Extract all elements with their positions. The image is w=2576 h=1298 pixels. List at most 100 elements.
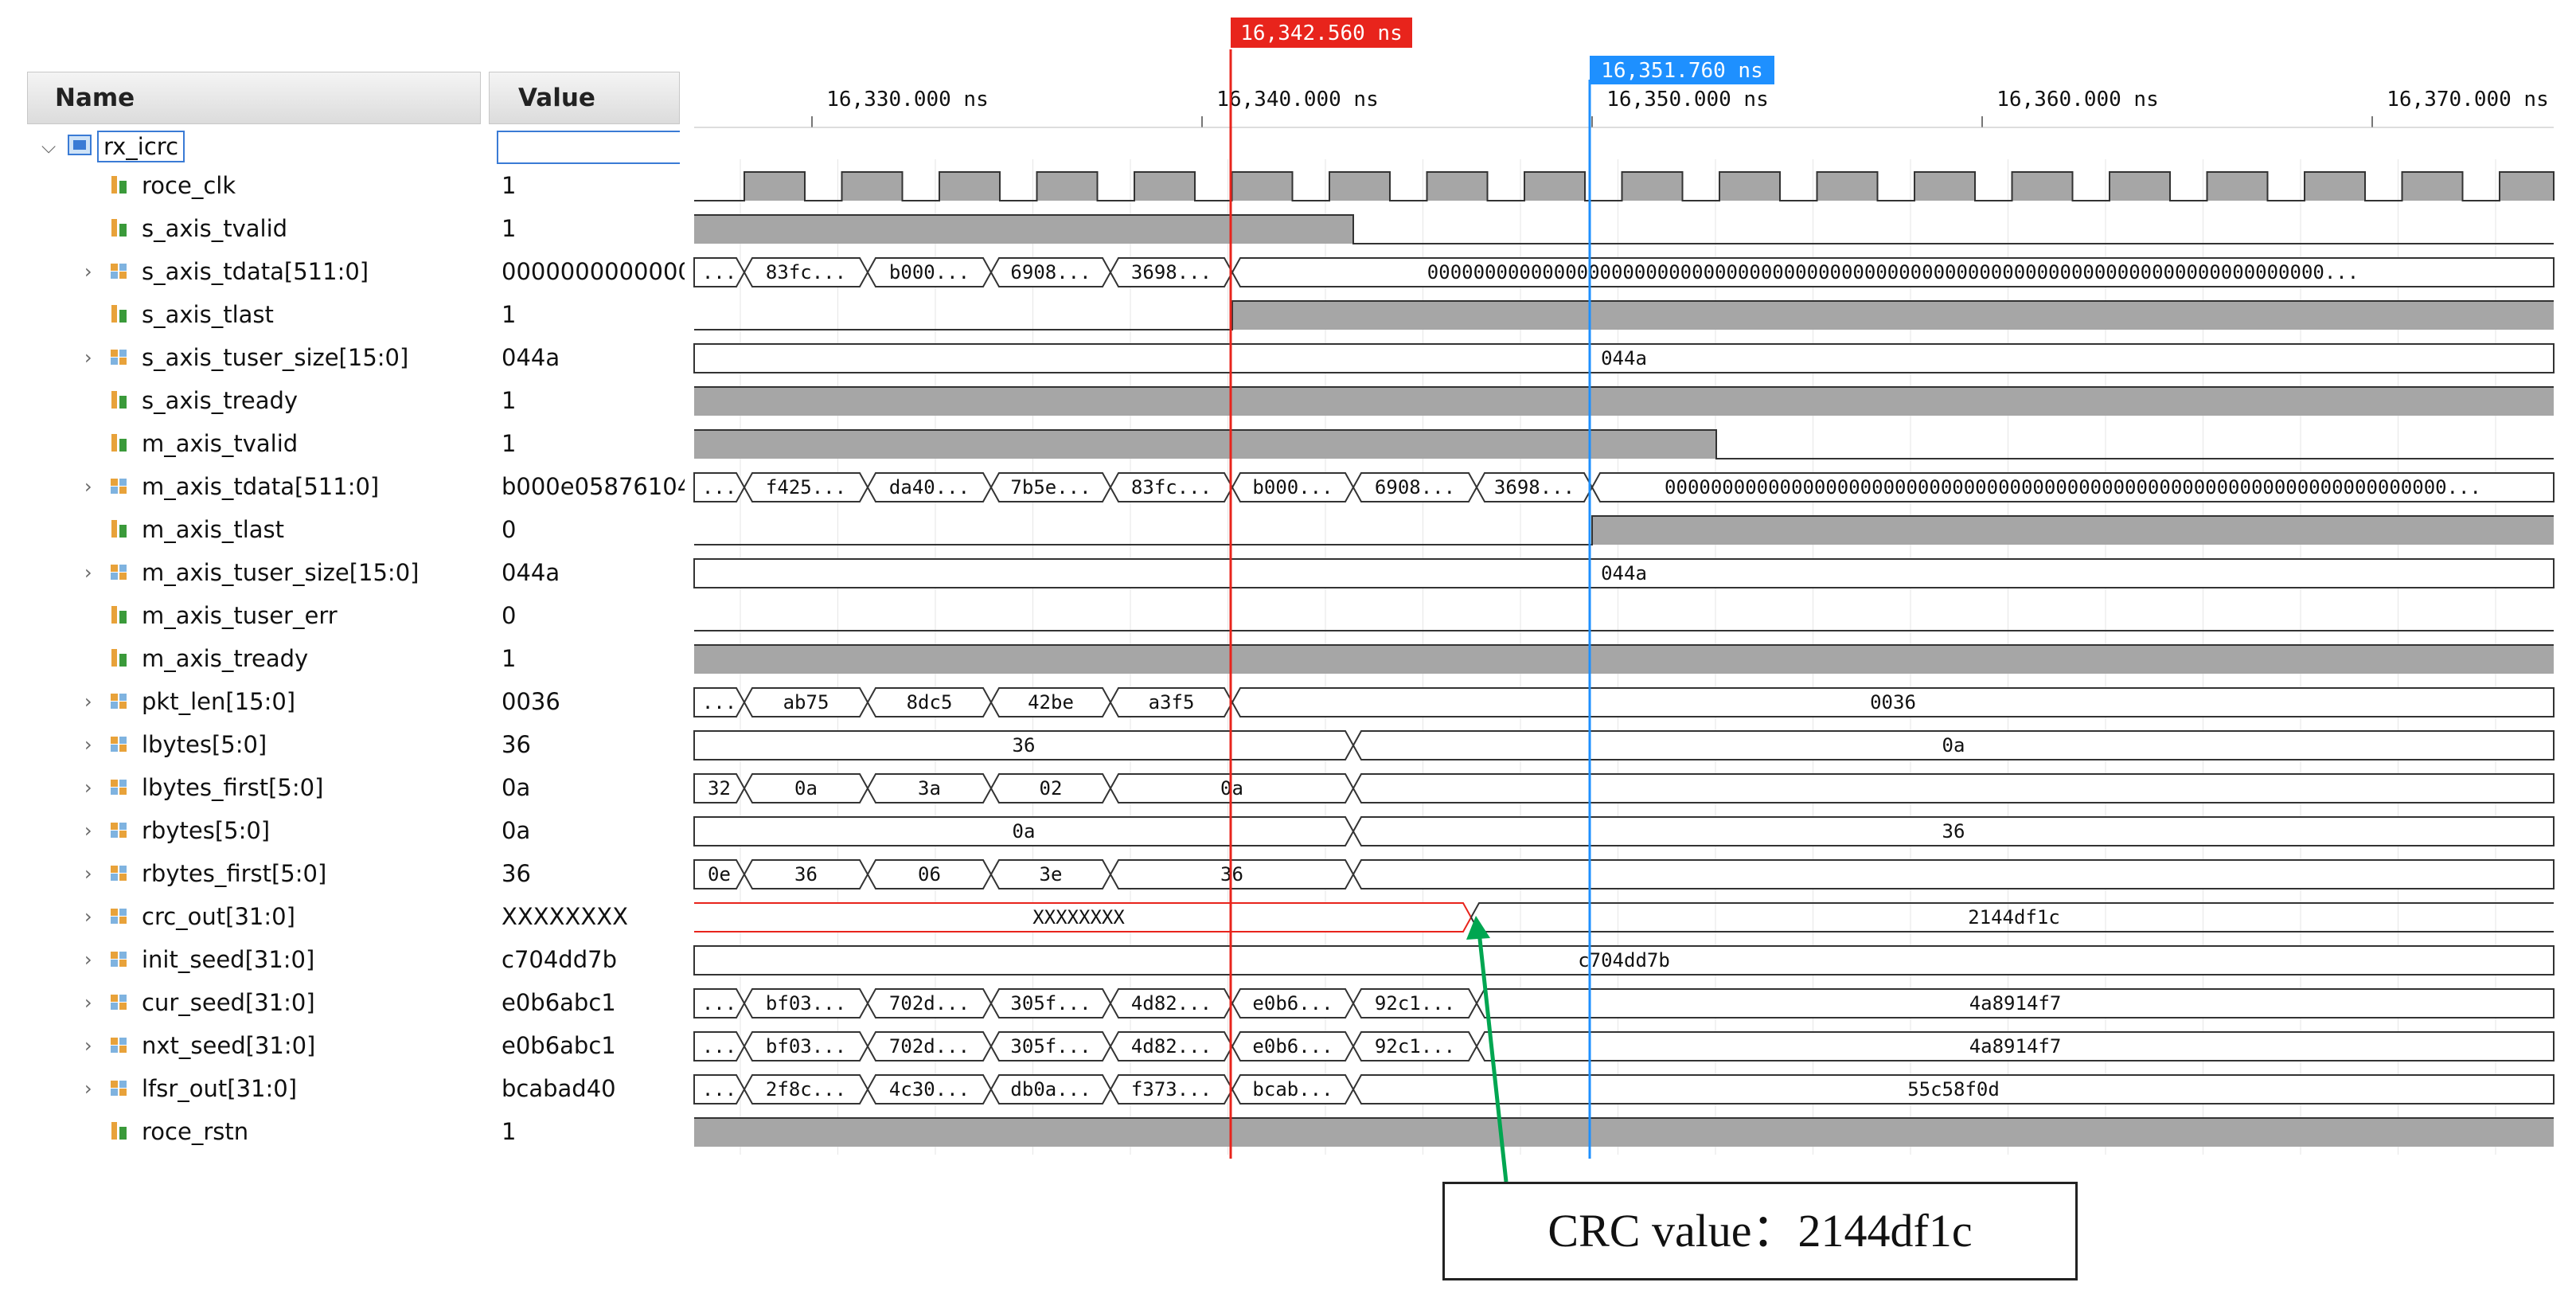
bus-segment (1352, 859, 2555, 889)
bus-value-label: 42be (1028, 691, 1074, 714)
chevron-right-icon[interactable]: › (84, 690, 92, 713)
chevron-right-icon[interactable]: › (84, 346, 92, 369)
signal-row[interactable]: › m_axis_tdata[511:0] b000e05876104 (0, 466, 693, 509)
bus-value-label: 0000000000000000000000000000000000000000… (1665, 476, 2481, 498)
bit-signal-icon (111, 391, 127, 409)
signal-value: 044a (502, 344, 560, 371)
bus-signal-icon (111, 995, 127, 1010)
signal-name: m_axis_tready (142, 645, 309, 672)
signal-name: m_axis_tuser_err (142, 602, 338, 629)
bus-value-label: 4c30... (889, 1078, 970, 1101)
bus-value-label: 702d... (889, 1035, 970, 1058)
signal-row[interactable]: › lfsr_out[31:0] bcabad40 (0, 1068, 693, 1111)
signal-row[interactable]: s_axis_tready 1 (0, 380, 693, 423)
signal-name: rbytes[5:0] (142, 817, 271, 844)
bit-high-fill (1232, 301, 2554, 330)
signal-row[interactable]: m_axis_tvalid 1 (0, 423, 693, 466)
signal-row[interactable]: m_axis_tuser_err 0 (0, 595, 693, 638)
name-header-label: Name (55, 84, 135, 112)
signal-value: 1 (502, 301, 517, 328)
bus-signal-icon (111, 565, 127, 580)
chevron-right-icon[interactable]: › (84, 819, 92, 842)
signal-name: lfsr_out[31:0] (142, 1075, 298, 1102)
signal-value: 36 (502, 860, 531, 887)
signal-name: pkt_len[15:0] (142, 688, 296, 715)
bus-value-label: 4a8914f7 (1969, 1035, 2062, 1058)
chevron-right-icon[interactable]: › (84, 260, 92, 283)
bus-segment (1352, 816, 2555, 846)
signal-row[interactable]: › cur_seed[31:0] e0b6abc1 (0, 982, 693, 1025)
chevron-right-icon[interactable]: › (84, 475, 92, 498)
signal-row[interactable]: s_axis_tlast 1 (0, 294, 693, 337)
chevron-right-icon[interactable]: › (84, 948, 92, 971)
signal-name: rbytes_first[5:0] (142, 860, 327, 887)
signal-row[interactable]: › lbytes_first[5:0] 0a (0, 767, 693, 810)
bus-value-label: 36 (1013, 734, 1036, 757)
signal-row[interactable]: › lbytes[5:0] 36 (0, 724, 693, 767)
clock-high-fill (2305, 172, 2365, 201)
time-tick-label: 16,330.000 ns (826, 88, 989, 111)
clock-high-fill (2110, 172, 2170, 201)
signal-row[interactable]: › crc_out[31:0] XXXXXXXX (0, 896, 693, 939)
signal-row[interactable]: › pkt_len[15:0] 0036 (0, 681, 693, 724)
time-tick-label: 16,350.000 ns (1606, 88, 1769, 111)
bus-value-label: e0b6... (1252, 1035, 1333, 1058)
bit-high-fill (694, 645, 2554, 674)
scope-label[interactable]: rx_icrc (97, 131, 185, 162)
signal-row[interactable]: s_axis_tvalid 1 (0, 208, 693, 251)
bus-value-label: 4a8914f7 (1969, 992, 2062, 1015)
signal-row[interactable]: › m_axis_tuser_size[15:0] 044a (0, 552, 693, 595)
signal-name: s_axis_tuser_size[15:0] (142, 344, 409, 371)
bus-segment (1352, 730, 2555, 760)
signal-row[interactable]: › rbytes[5:0] 0a (0, 810, 693, 853)
bus-value-label: 02 (1040, 777, 1063, 800)
clock-high-fill (2207, 172, 2268, 201)
bus-segment (1590, 472, 2555, 502)
signal-row[interactable]: roce_clk 1 (0, 165, 693, 208)
clock-high-fill (1036, 172, 1098, 201)
signal-row[interactable]: roce_rstn 1 (0, 1111, 693, 1154)
chevron-right-icon[interactable]: › (84, 991, 92, 1014)
bus-value-label: 92c1... (1375, 992, 1455, 1015)
bit-waveform (694, 429, 2554, 459)
chevron-right-icon[interactable]: › (84, 776, 92, 799)
signal-row[interactable]: › rbytes_first[5:0] 36 (0, 853, 693, 896)
red-cursor-time: 16,342.560 ns (1240, 22, 1403, 45)
bus-value-label: ab75 (783, 691, 829, 714)
signal-value: 1 (502, 430, 517, 457)
signal-row[interactable]: › init_seed[31:0] c704dd7b (0, 939, 693, 982)
bus-value-label: 6908... (1010, 261, 1091, 283)
chevron-right-icon[interactable]: › (84, 905, 92, 928)
chevron-right-icon[interactable]: › (84, 1034, 92, 1057)
chevron-right-icon[interactable]: › (84, 733, 92, 756)
value-header-label: Value (518, 84, 595, 112)
clock-high-fill (1329, 172, 1390, 201)
bus-value-label: 32 (708, 777, 731, 800)
clock-high-fill (1134, 172, 1195, 201)
name-column-header[interactable]: Name (27, 72, 481, 124)
signal-value: 0036 (502, 688, 560, 715)
signal-row[interactable]: m_axis_tready 1 (0, 638, 693, 681)
signal-value: 00000000000000 (502, 258, 685, 285)
value-column-header[interactable]: Value (489, 72, 680, 124)
signal-row[interactable]: › s_axis_tuser_size[15:0] 044a (0, 337, 693, 380)
signal-name: m_axis_tdata[511:0] (142, 473, 380, 500)
bus-signal-icon (111, 780, 127, 795)
signal-row[interactable]: › nxt_seed[31:0] e0b6abc1 (0, 1025, 693, 1068)
bus-segment (1231, 687, 2555, 717)
chevron-right-icon[interactable]: › (84, 561, 92, 584)
chevron-right-icon[interactable]: › (84, 1077, 92, 1100)
bus-value-label: 36 (794, 863, 818, 886)
bus-segment (1475, 1031, 2555, 1061)
chevron-right-icon[interactable]: › (84, 862, 92, 885)
signal-row[interactable]: m_axis_tlast 0 (0, 509, 693, 552)
bus-value-label: 0000000000000000000000000000000000000000… (1427, 261, 2359, 283)
bus-value-label: bf03... (766, 992, 846, 1015)
clock-high-fill (744, 172, 805, 201)
signal-row[interactable]: › s_axis_tdata[511:0] 00000000000000 (0, 251, 693, 294)
chevron-down-icon[interactable]: ⌵ (41, 135, 57, 158)
signal-name: s_axis_tvalid (142, 215, 288, 242)
time-tick-label: 16,370.000 ns (2387, 88, 2549, 111)
bus-value-label: 36 (1942, 820, 1965, 843)
